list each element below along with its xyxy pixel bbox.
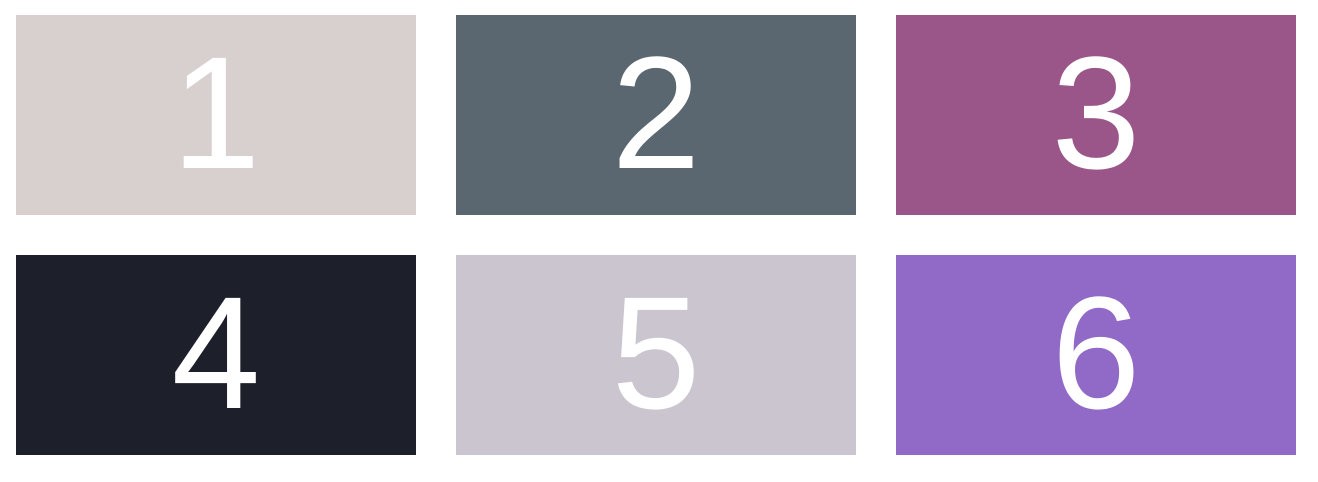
color-swatch-3: 3 (896, 15, 1296, 215)
swatch-number: 2 (611, 23, 701, 202)
swatch-number: 5 (611, 263, 701, 442)
swatch-number: 3 (1051, 23, 1141, 202)
swatch-number: 4 (171, 263, 261, 442)
color-swatch-5: 5 (456, 255, 856, 455)
color-swatch-6: 6 (896, 255, 1296, 455)
swatch-number: 1 (171, 23, 261, 202)
color-swatch-grid: 1 2 3 4 5 6 (16, 15, 1296, 455)
color-swatch-1: 1 (16, 15, 416, 215)
color-swatch-2: 2 (456, 15, 856, 215)
color-swatch-4: 4 (16, 255, 416, 455)
swatch-number: 6 (1051, 263, 1141, 442)
